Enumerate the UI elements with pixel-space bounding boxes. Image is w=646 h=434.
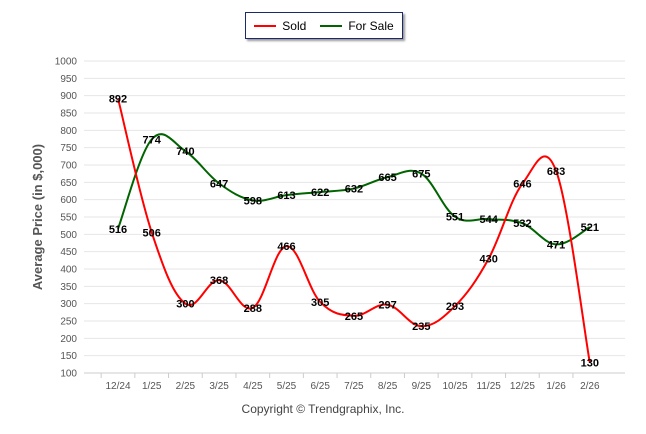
data-label: 265 [345, 311, 363, 323]
y-tick-label: 450 [60, 247, 77, 258]
data-label: 622 [311, 187, 329, 199]
data-label: 774 [143, 134, 162, 146]
data-label: 892 [109, 93, 127, 105]
y-tick-label: 200 [60, 334, 77, 345]
legend-item-sold[interactable]: Sold [254, 19, 306, 33]
data-label: 740 [176, 146, 194, 158]
data-label: 430 [480, 254, 498, 266]
x-tick-label: 10/25 [442, 381, 467, 392]
y-tick-label: 700 [60, 161, 77, 172]
data-label: 516 [109, 224, 127, 236]
data-label: 288 [244, 303, 262, 315]
data-label: 235 [412, 321, 430, 333]
data-label: 300 [176, 299, 194, 311]
data-label: 646 [513, 179, 531, 191]
y-tick-label: 300 [60, 299, 77, 310]
data-label: 675 [412, 169, 430, 181]
y-tick-label: 400 [60, 265, 77, 276]
data-label: 598 [244, 195, 262, 207]
legend-item-for-sale[interactable]: For Sale [320, 18, 394, 33]
x-tick-label: 3/25 [209, 381, 229, 392]
x-tick-label: 12/25 [510, 381, 535, 392]
data-label: 544 [480, 214, 499, 226]
data-label: 521 [581, 222, 599, 234]
data-label: 551 [446, 212, 464, 224]
series-line-sold [117, 98, 591, 363]
data-label: 297 [378, 300, 396, 312]
x-tick-label: 2/25 [176, 381, 196, 392]
y-tick-label: 1000 [55, 57, 78, 68]
x-tick-label: 5/25 [277, 381, 297, 392]
legend-swatch-for-sale [320, 24, 343, 27]
x-tick-label: 7/25 [344, 381, 364, 392]
y-tick-label: 350 [60, 282, 77, 293]
legend-swatch-sold [254, 24, 277, 27]
x-tick-label: 1/25 [142, 381, 162, 392]
x-tick-label: 1/26 [546, 381, 566, 392]
y-tick-label: 550 [60, 213, 77, 224]
legend: Sold For Sale [245, 12, 403, 39]
legend-label-sold: Sold [282, 18, 307, 33]
data-label: 506 [143, 227, 161, 239]
data-label: 613 [277, 190, 295, 202]
x-tick-label: 2/26 [580, 381, 600, 392]
y-tick-label: 100 [60, 369, 77, 380]
x-tick-label: 12/24 [105, 381, 130, 392]
data-label: 305 [311, 297, 329, 309]
x-tick-label: 4/25 [243, 381, 263, 392]
y-tick-label: 950 [60, 74, 77, 85]
y-tick-label: 900 [60, 91, 77, 102]
x-tick-label: 11/25 [477, 381, 502, 392]
data-label: 647 [210, 178, 228, 190]
y-tick-label: 250 [60, 317, 77, 328]
legend-label-for-sale: For Sale [348, 18, 394, 33]
y-tick-label: 800 [60, 126, 77, 137]
y-tick-label: 150 [60, 351, 77, 362]
series-line-for-sale [117, 133, 591, 246]
data-label: 466 [277, 241, 295, 253]
y-tick-label: 850 [60, 109, 77, 120]
copyright: Copyright © Trendgraphix, Inc. [241, 402, 405, 416]
data-label: 368 [210, 275, 228, 287]
y-axis-title: Average Price (in $,000) [30, 144, 45, 290]
y-tick-label: 600 [60, 195, 77, 206]
data-label: 683 [547, 166, 565, 178]
data-label: 130 [581, 358, 599, 370]
x-tick-label: 8/25 [378, 381, 398, 392]
y-tick-label: 750 [60, 143, 77, 154]
x-tick-label: 6/25 [310, 381, 330, 392]
data-label: 293 [446, 301, 464, 313]
y-tick-label: 650 [60, 178, 77, 189]
y-tick-label: 500 [60, 230, 77, 241]
data-label: 471 [547, 239, 565, 251]
data-label: 665 [378, 172, 396, 184]
x-tick-label: 9/25 [412, 381, 432, 392]
data-label: 532 [513, 218, 531, 230]
data-label: 632 [345, 184, 363, 196]
